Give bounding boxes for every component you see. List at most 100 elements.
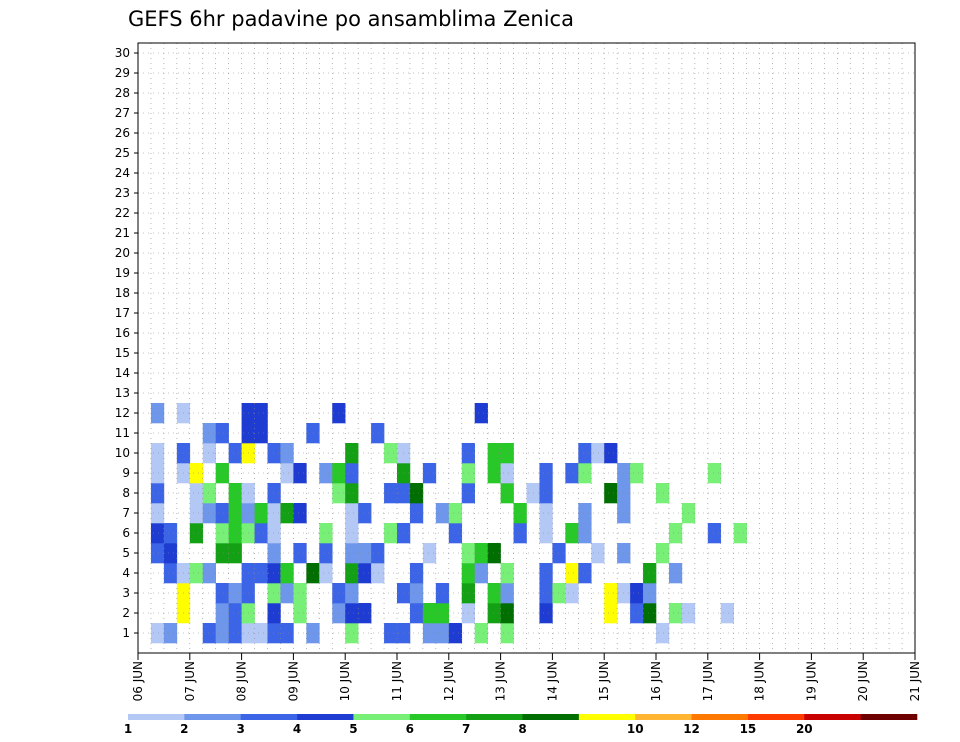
- y-tick-label: 26: [115, 126, 130, 140]
- heatmap-cell: [345, 563, 359, 584]
- heatmap-cell: [604, 443, 618, 464]
- y-tick-label: 15: [115, 346, 130, 360]
- colorbar-label: 2: [180, 722, 188, 736]
- x-axis: 06 JUN 07 JUN 08 JUN 09 JUN 10 JUN 11 JUN 12 J…: [131, 653, 922, 701]
- colorbar-label: 3: [237, 722, 245, 736]
- heatmap-cell: [189, 563, 204, 584]
- heatmap-cell: [656, 623, 670, 644]
- heatmap-cell: [254, 523, 268, 544]
- x-tick-label: 21 JUN: [908, 661, 922, 701]
- heatmap-cell: [150, 503, 165, 524]
- heatmap-cell: [371, 563, 385, 584]
- x-tick-label: 12 JUN: [442, 661, 456, 701]
- heatmap-cell: [552, 583, 566, 604]
- y-tick-label: 27: [115, 106, 130, 120]
- y-tick-label: 20: [115, 246, 130, 260]
- heatmap-cell: [280, 583, 294, 604]
- heatmap-cell: [293, 583, 307, 604]
- heatmap-cell: [656, 543, 670, 564]
- heatmap-cell: [733, 523, 747, 544]
- heatmap-cell: [552, 543, 566, 564]
- heatmap-cell: [228, 483, 242, 504]
- heatmap-cell: [539, 463, 553, 484]
- y-tick-label: 6: [122, 526, 130, 540]
- heatmap-cell: [720, 603, 734, 624]
- heatmap-cell: [578, 503, 592, 524]
- heatmap-cell: [500, 563, 514, 584]
- heatmap-cell: [345, 543, 359, 564]
- heatmap-cell: [409, 603, 424, 624]
- heatmap-cell: [384, 523, 398, 544]
- heatmap-cell: [487, 543, 501, 564]
- y-tick-label: 7: [122, 506, 130, 520]
- x-tick-label: 11 JUN: [390, 661, 404, 701]
- y-tick-label: 5: [122, 546, 130, 560]
- heatmap-cell: [422, 463, 437, 484]
- heatmap-cell: [604, 483, 618, 504]
- heatmap-cell: [280, 463, 294, 484]
- heatmap-cell: [150, 623, 165, 644]
- x-tick-label: 08 JUN: [235, 661, 249, 701]
- colorbar-swatch: [409, 714, 467, 720]
- heatmap-cell: [254, 563, 268, 584]
- heatmap-cell: [539, 603, 553, 624]
- dotted-grid: [138, 43, 915, 653]
- heatmap-cell: [280, 503, 294, 524]
- heatmap-cell: [409, 583, 424, 604]
- x-tick-label: 14 JUN: [545, 661, 559, 701]
- heatmap-cell: [306, 423, 320, 444]
- heatmap-cell: [539, 583, 553, 604]
- heatmap-cell: [150, 523, 165, 544]
- heatmap-cell: [215, 523, 229, 544]
- heatmap-cell: [487, 583, 501, 604]
- heatmap-cell: [500, 463, 514, 484]
- heatmap-cell: [643, 563, 657, 584]
- y-tick-label: 13: [115, 386, 130, 400]
- heatmap-cell: [630, 583, 644, 604]
- heatmap-cell: [280, 623, 294, 644]
- heatmap-cell: [293, 543, 307, 564]
- heatmap-cell: [565, 463, 579, 484]
- y-axis: 1234567891011121314151617181920212223242…: [115, 46, 138, 640]
- heatmap-cell: [384, 443, 398, 464]
- heatmap-cell: [215, 623, 229, 644]
- heatmap-cell: [150, 483, 165, 504]
- x-tick-label: 16 JUN: [649, 661, 663, 701]
- heatmap-cell: [500, 603, 514, 624]
- heatmap-cell: [267, 583, 281, 604]
- colorbar-swatch: [691, 714, 749, 720]
- x-tick-label: 15 JUN: [597, 661, 611, 701]
- heatmap-cell: [435, 603, 450, 624]
- heatmap-cell: [319, 523, 333, 544]
- heatmap-cell: [448, 503, 463, 524]
- plot-frame: [137, 42, 916, 654]
- heatmap-cell: [409, 503, 424, 524]
- heatmap-cell: [448, 523, 463, 544]
- heatmap-cell: [578, 463, 592, 484]
- y-tick-label: 21: [115, 226, 130, 240]
- heatmap-cell: [668, 603, 683, 624]
- heatmap-cell: [267, 483, 281, 504]
- heatmap-cell: [539, 503, 553, 524]
- heatmap-cell: [630, 603, 644, 624]
- heatmap-cell: [345, 443, 359, 464]
- y-tick-label: 11: [115, 426, 130, 440]
- heatmap-cell: [422, 543, 437, 564]
- heatmap-cell: [345, 603, 359, 624]
- heatmap-cell: [345, 583, 359, 604]
- colorbar-swatch: [466, 714, 523, 720]
- heatmap-cell: [228, 523, 242, 544]
- heatmap-cell: [228, 603, 242, 624]
- colorbar-label: 12: [683, 722, 700, 736]
- heatmap-cell: [202, 623, 216, 644]
- y-tick-label: 16: [115, 326, 130, 340]
- heatmap-cell: [293, 603, 307, 624]
- heatmap-cell: [163, 623, 178, 644]
- heatmap-cell: [215, 503, 229, 524]
- heatmap-cell: [371, 543, 385, 564]
- colorbar-label: 8: [518, 722, 526, 736]
- x-tick-label: 20 JUN: [856, 661, 870, 701]
- y-tick-label: 10: [115, 446, 130, 460]
- y-tick-label: 2: [122, 606, 130, 620]
